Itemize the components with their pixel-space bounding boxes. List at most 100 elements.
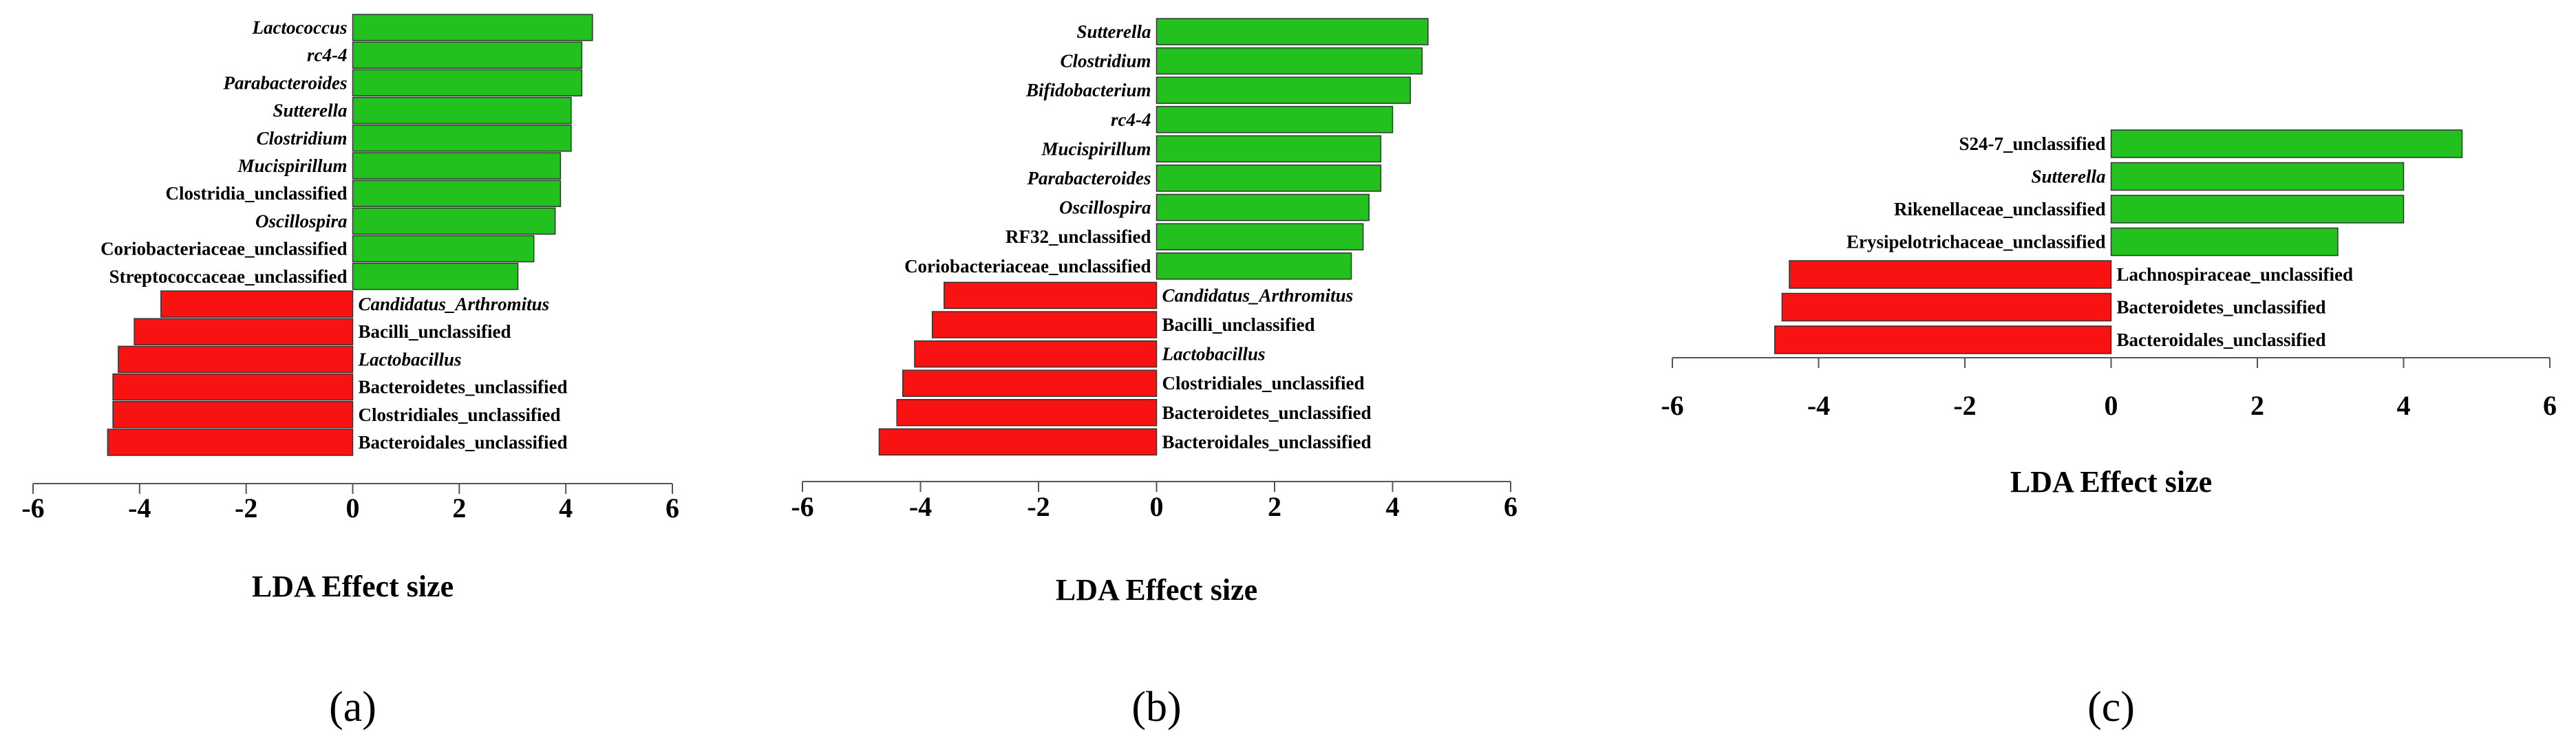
- bar-depleted: [107, 429, 354, 456]
- bar-label: Candidatus_Arthromitus: [359, 294, 550, 314]
- bar-label: Bacilli_unclassified: [1162, 314, 1315, 335]
- x-tick-label: 2: [1268, 491, 1281, 522]
- bar-depleted: [914, 340, 1158, 368]
- bar-label: Clostridiales_unclassified: [1162, 373, 1365, 393]
- bar-depleted: [1789, 260, 2112, 289]
- x-tick-label: 6: [2543, 390, 2557, 421]
- bar-enriched: [352, 69, 583, 97]
- bar-label: Parabacteroides: [223, 72, 348, 93]
- bar-enriched: [352, 152, 562, 180]
- bar-enriched: [1156, 135, 1382, 163]
- bar-label: Parabacteroides: [1027, 168, 1151, 188]
- bar-enriched: [352, 180, 562, 207]
- bar-label: Oscillospira: [1059, 197, 1151, 218]
- bar-label: Bacteroidales_unclassified: [359, 432, 568, 453]
- x-axis-title: LDA Effect size: [1056, 573, 1257, 607]
- bar-label: Clostridium: [256, 128, 347, 149]
- x-tick-label: 6: [1504, 491, 1518, 522]
- x-tick-label: -4: [909, 491, 932, 522]
- x-tick-label: 6: [666, 493, 679, 523]
- bar-label: Sutterella: [2031, 166, 2105, 187]
- bar-enriched: [352, 263, 519, 290]
- bar-depleted: [1781, 292, 2112, 322]
- bar-depleted: [944, 281, 1158, 310]
- bar-depleted: [931, 311, 1158, 338]
- panel-label: (c): [2087, 684, 2135, 731]
- bar-enriched: [2110, 129, 2463, 158]
- bar-label: Sutterella: [273, 100, 347, 121]
- x-tick-label: 4: [559, 493, 573, 523]
- bar-depleted: [160, 290, 354, 318]
- bar-enriched: [2110, 162, 2405, 191]
- bar-label: rc4-4: [1111, 109, 1151, 130]
- bar-depleted: [902, 369, 1158, 397]
- bar-label: Mucispirillum: [1041, 138, 1151, 159]
- bar-label: Bacteroidales_unclassified: [1162, 431, 1372, 452]
- x-tick-label: 0: [2105, 390, 2118, 421]
- x-tick-label: -2: [235, 493, 257, 523]
- bar-label: Coriobacteriaceae_unclassified: [100, 239, 347, 259]
- bar-depleted: [134, 318, 354, 345]
- bar-enriched: [352, 41, 583, 69]
- panel-a: Lactococcus rc4-4 Parabacteroides Sutterell…: [21, 14, 679, 731]
- bar-label: Candidatus_Arthromitus: [1162, 285, 1354, 305]
- bar-enriched: [1156, 47, 1423, 75]
- bar-enriched: [1156, 223, 1364, 250]
- x-tick-label: -4: [1807, 390, 1830, 421]
- x-tick-label: -6: [21, 493, 44, 523]
- bar-depleted: [1774, 325, 2112, 354]
- x-tick-label: 2: [2250, 390, 2264, 421]
- bar-depleted: [118, 345, 354, 374]
- bar-enriched: [1156, 76, 1411, 104]
- bar-enriched: [1156, 193, 1370, 222]
- bar-label: Lactobacillus: [1162, 344, 1266, 365]
- bar-label: Bacteroidetes_unclassified: [1162, 402, 1372, 423]
- bar-enriched: [352, 14, 593, 41]
- bar-label: Bacteroidetes_unclassified: [359, 377, 568, 398]
- bar-depleted: [878, 428, 1158, 456]
- x-axis-title: LDA Effect size: [252, 570, 454, 603]
- bar-label: Lactobacillus: [358, 349, 462, 369]
- bar-enriched: [1156, 18, 1429, 45]
- bar-enriched: [2110, 195, 2405, 224]
- bar-depleted: [112, 401, 354, 429]
- bar-depleted: [112, 373, 354, 401]
- x-tick-label: -2: [1027, 491, 1050, 522]
- bar-label: Bifidobacterium: [1025, 80, 1151, 100]
- bar-label: Bacteroidetes_unclassified: [2117, 297, 2326, 318]
- bar-enriched: [352, 235, 535, 263]
- bar-label: Rikenellaceae_unclassified: [1894, 199, 2105, 219]
- x-tick-label: 0: [1150, 491, 1164, 522]
- bar-enriched: [352, 207, 556, 235]
- x-axis-title: LDA Effect size: [2010, 465, 2212, 499]
- bar-label: Streptococcaceae_unclassified: [109, 266, 348, 287]
- bar-label: Bacilli_unclassified: [359, 321, 511, 342]
- panel-label: (b): [1131, 684, 1181, 731]
- bar-label: Bacteroidales_unclassified: [2117, 330, 2326, 350]
- bar-enriched: [352, 125, 572, 152]
- bar-label: rc4-4: [307, 45, 347, 65]
- panel-b: Sutterella Clostridium Bifidobacterium rc4-…: [791, 18, 1518, 731]
- bar-enriched: [2110, 227, 2339, 257]
- x-tick-label: -6: [1661, 390, 1683, 421]
- bar-label: Lachnospiraceae_unclassified: [2117, 264, 2354, 285]
- bar-label: Clostridiales_unclassified: [359, 404, 561, 425]
- bar-label: S24-7_unclassified: [1959, 133, 2105, 154]
- bar-depleted: [896, 399, 1158, 426]
- panel-label: (a): [329, 684, 376, 731]
- bar-label: Clostridium: [1060, 51, 1151, 72]
- x-tick-label: 4: [1386, 491, 1400, 522]
- x-tick-label: 2: [452, 493, 466, 523]
- bar-label: Sutterella: [1076, 21, 1151, 42]
- bar-enriched: [1156, 106, 1394, 133]
- x-tick-label: -6: [791, 491, 813, 522]
- bar-label: Coriobacteriaceae_unclassified: [904, 256, 1151, 277]
- bar-enriched: [1156, 164, 1382, 192]
- bar-label: Erysipelotrichaceae_unclassified: [1846, 232, 2105, 252]
- bar-label: Lactococcus: [252, 17, 348, 38]
- bar-label: Mucispirillum: [237, 155, 347, 176]
- bar-label: RF32_unclassified: [1005, 226, 1151, 247]
- bar-label: Oscillospira: [255, 210, 348, 231]
- x-tick-label: -4: [128, 493, 151, 523]
